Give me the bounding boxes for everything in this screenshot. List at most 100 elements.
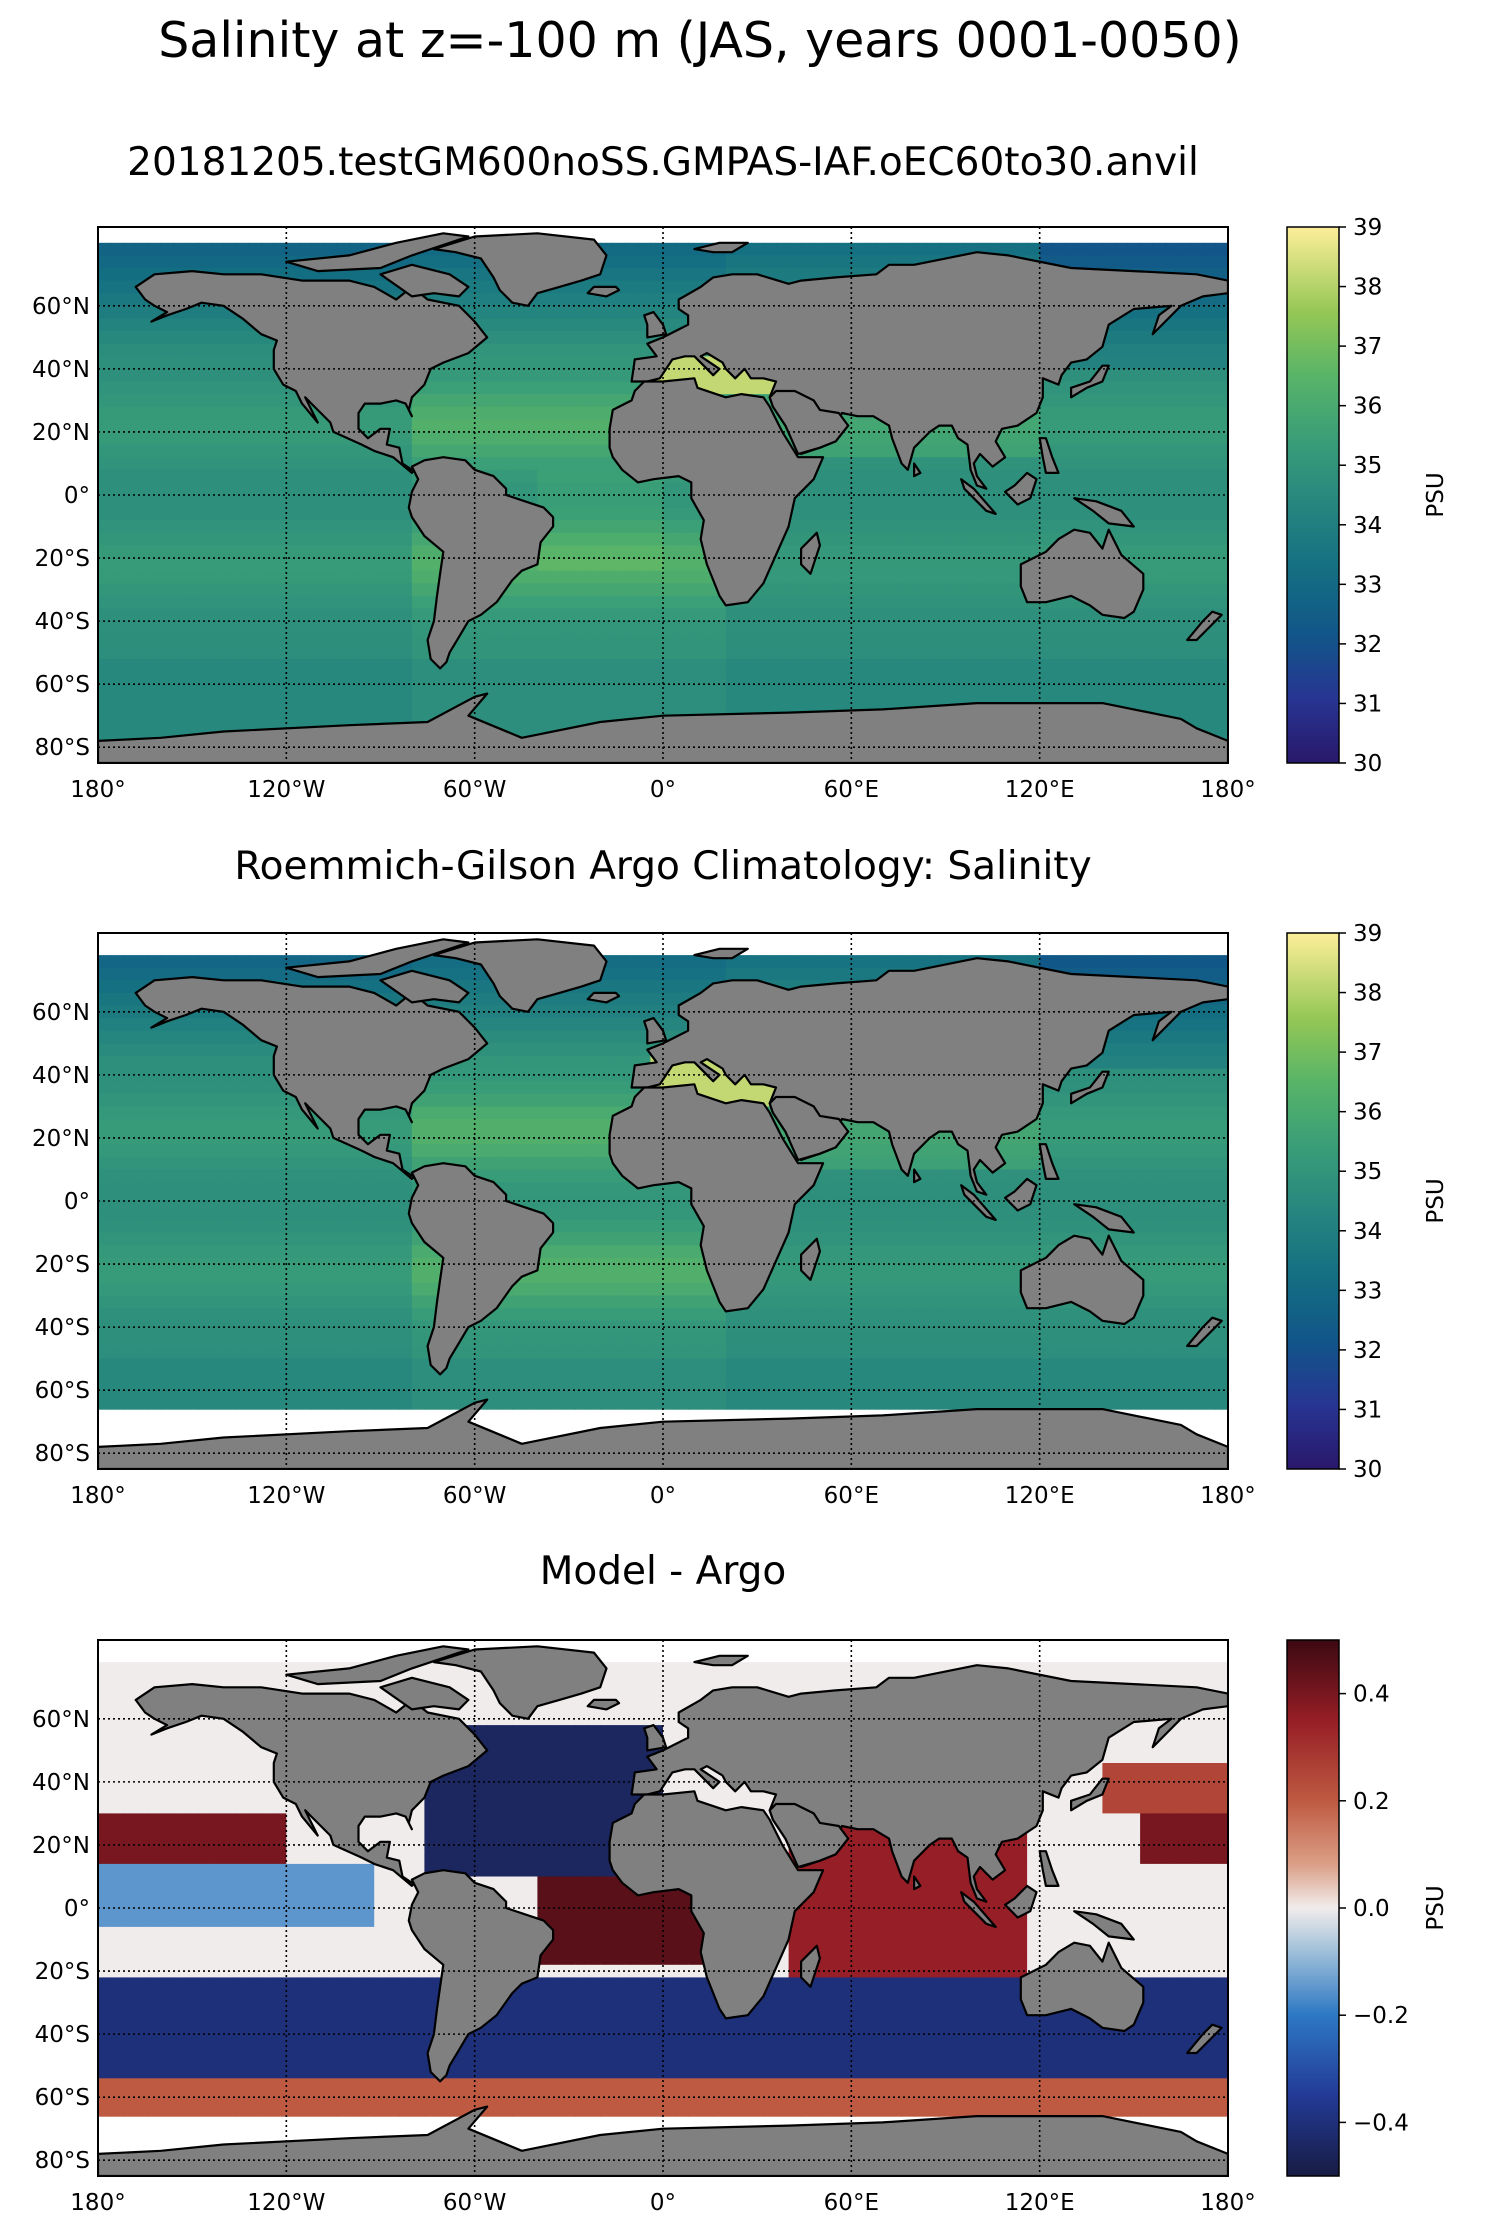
ocean-cell: [776, 268, 790, 282]
ocean-cell: [788, 696, 802, 710]
ocean-cell: [374, 671, 388, 685]
ocean-cell: [650, 646, 664, 660]
ocean-cell: [499, 659, 513, 673]
ocean-cell: [851, 646, 865, 660]
australia-landmass: [1019, 528, 1145, 620]
ocean-cell: [261, 967, 275, 981]
ocean-cell: [512, 444, 526, 458]
ocean-cell: [499, 671, 513, 685]
lon-tick-label: 60°E: [824, 777, 879, 803]
ocean-cell: [1027, 608, 1041, 622]
ocean-cell: [198, 305, 212, 319]
ocean-cell: [813, 507, 827, 521]
ocean-cell: [462, 394, 476, 408]
ocean-cell: [411, 671, 426, 685]
ocean-cell: [926, 595, 940, 610]
ocean-cell: [889, 482, 903, 496]
ocean-cell: [1014, 444, 1028, 458]
ocean-cell: [575, 671, 589, 685]
ocean-cell: [211, 419, 225, 433]
ocean-cell: [223, 242, 237, 256]
ocean-cell: [550, 318, 564, 332]
ocean-cell: [1202, 558, 1217, 572]
ocean-cell: [1102, 381, 1116, 395]
ocean-cell: [1165, 457, 1179, 471]
ocean-cell: [1002, 595, 1016, 610]
ocean-cell: [349, 545, 363, 559]
ocean-cell: [750, 608, 765, 622]
ocean-cell: [211, 1131, 225, 1145]
ocean-cell: [499, 1018, 513, 1032]
ocean-cell: [487, 1043, 501, 1057]
ocean-cell: [135, 495, 149, 509]
ocean-cell: [374, 520, 388, 534]
ocean-cell: [449, 684, 463, 698]
ocean-cell: [236, 444, 250, 458]
ocean-cell: [223, 431, 237, 446]
ocean-cell: [336, 595, 350, 610]
ocean-cell: [1077, 671, 1091, 685]
ocean-cell: [1102, 457, 1116, 471]
ocean-cell: [110, 482, 124, 496]
ocean-cell: [1152, 242, 1166, 256]
ocean-cell: [110, 242, 124, 256]
ocean-cell: [261, 621, 275, 635]
ocean-cell: [211, 1043, 225, 1057]
ocean-cell: [261, 1056, 275, 1070]
ocean-cell: [173, 1018, 187, 1032]
ocean-cell: [550, 406, 564, 420]
ocean-cell: [437, 431, 451, 446]
ocean-cell: [976, 520, 991, 534]
ocean-cell: [1077, 255, 1091, 269]
ocean-cell: [424, 684, 438, 698]
ocean-cell: [173, 1119, 187, 1133]
ocean-cell: [123, 495, 137, 509]
ocean-cell: [964, 595, 978, 610]
ocean-cell: [813, 671, 827, 685]
ocean-cell: [474, 1018, 488, 1032]
ocean-cell: [236, 457, 250, 471]
ocean-cell: [512, 1119, 526, 1133]
ocean-cell: [123, 482, 137, 496]
ocean-cell: [562, 406, 576, 420]
ocean-cell: [989, 520, 1003, 534]
ocean-cell: [298, 646, 313, 660]
ocean-cell: [675, 980, 689, 994]
ocean-cell: [863, 570, 878, 584]
ocean-cell: [160, 356, 174, 370]
ocean-cell: [1177, 1056, 1191, 1070]
ocean-cell: [1064, 608, 1078, 622]
ocean-cell: [926, 955, 940, 969]
ocean-cell: [562, 1056, 576, 1070]
ocean-cell: [713, 381, 727, 395]
ocean-cell: [1089, 356, 1104, 370]
ocean-cell: [951, 595, 965, 610]
ocean-cell: [750, 621, 765, 635]
ocean-cell: [135, 406, 149, 420]
ocean-cell: [223, 343, 237, 357]
ocean-cell: [926, 444, 940, 458]
ocean-cell: [1127, 457, 1141, 471]
ocean-cell: [148, 1093, 162, 1107]
ocean-cell: [462, 646, 476, 660]
ocean-cell: [336, 507, 350, 521]
ocean-cell: [1064, 1106, 1078, 1120]
ocean-cell: [851, 482, 865, 496]
ocean-cell: [135, 659, 149, 673]
ocean-cell: [298, 469, 313, 483]
ocean-cell: [248, 457, 262, 471]
ocean-cell: [838, 967, 852, 981]
ocean-cell: [524, 368, 539, 383]
ocean-cell: [98, 583, 112, 597]
ocean-cell: [1027, 520, 1041, 534]
ocean-cell: [223, 331, 237, 345]
ocean-cell: [863, 469, 878, 483]
ocean-cell: [173, 633, 187, 647]
ocean-cell: [424, 431, 438, 446]
ocean-cell: [1052, 520, 1066, 534]
ocean-cell: [989, 532, 1003, 546]
ocean-cell: [148, 495, 162, 509]
ocean-cell: [236, 532, 250, 546]
ocean-cell: [462, 293, 476, 307]
ocean-cell: [110, 1081, 124, 1095]
